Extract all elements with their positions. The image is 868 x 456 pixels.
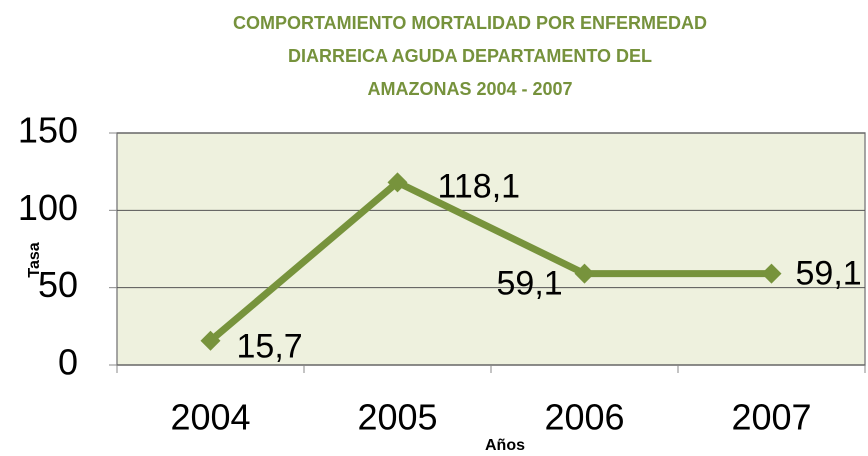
marker	[387, 172, 408, 193]
x-tick-label: 2005	[357, 397, 437, 438]
y-tick-label: 100	[18, 187, 78, 228]
chart-title: AMAZONAS 2004 - 2007	[367, 79, 572, 99]
x-tick-label: 2007	[731, 397, 811, 438]
data-label: 118,1	[438, 167, 521, 205]
chart-title: DIARREICA AGUDA DEPARTAMENTO DEL	[288, 46, 652, 66]
x-tick-label: 2004	[170, 397, 250, 438]
chart-title: COMPORTAMIENTO MORTALIDAD POR ENFERMEDAD	[233, 13, 707, 33]
marker	[200, 330, 221, 351]
x-tick-label: 2006	[544, 397, 624, 438]
y-tick-label: 0	[58, 342, 78, 383]
line	[208, 178, 772, 344]
data-label: 15,7	[237, 328, 303, 366]
data-label: 59,1	[796, 255, 862, 293]
plot-area	[116, 132, 866, 366]
x-axis-title: Años	[485, 437, 525, 454]
marker	[761, 263, 782, 284]
y-axis-title: Tasa	[26, 242, 43, 277]
marker	[574, 263, 595, 284]
y-tick-label: 50	[38, 264, 78, 305]
y-tick-label: 150	[18, 110, 78, 151]
data-label: 59,1	[497, 265, 563, 303]
